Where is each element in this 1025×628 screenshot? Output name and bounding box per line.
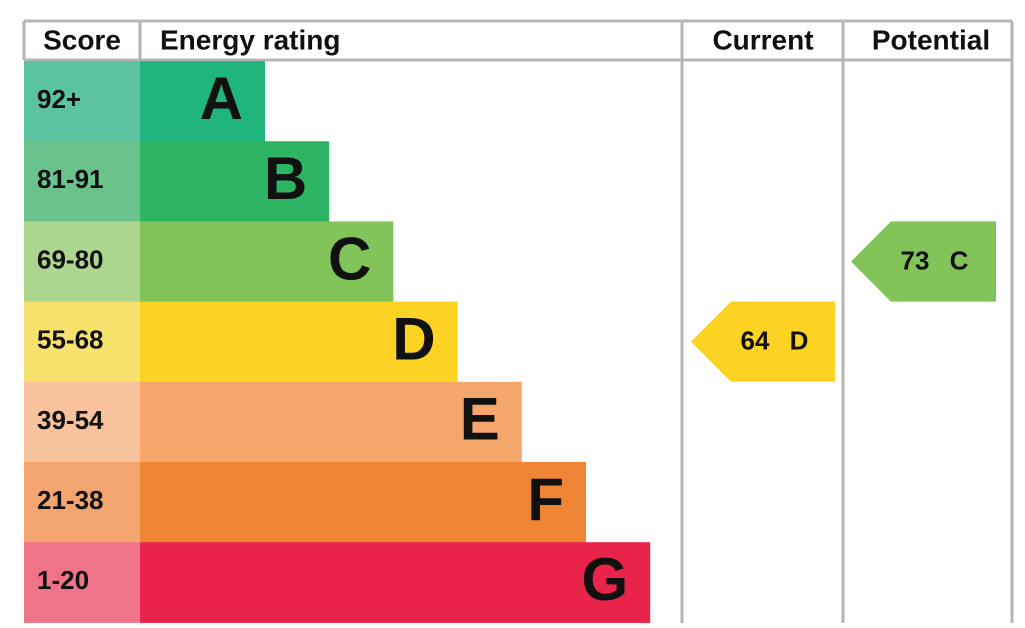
score-label: 39-54 [37, 405, 104, 435]
rating-bar [140, 301, 458, 383]
current-arrow [691, 301, 835, 382]
potential-letter: C [950, 245, 969, 275]
rating-letter: D [392, 306, 435, 373]
bands: 92+ A 81-91 B 69-80 C 55-68 D 39-54 E 21-38 F 1-20 G 6… [24, 61, 996, 623]
score-cell [24, 61, 140, 142]
score-label: 69-80 [37, 244, 104, 274]
score-cell [24, 141, 140, 222]
header-rating: Energy rating [160, 24, 340, 55]
rating-bar [140, 221, 394, 303]
rating-letter: G [582, 546, 629, 613]
score-label: 81-91 [37, 164, 104, 194]
score-cell [24, 542, 140, 623]
rating-bar [140, 141, 330, 222]
potential-score: 73 [901, 245, 930, 275]
current-letter: D [790, 326, 809, 356]
rating-letter: B [264, 145, 307, 212]
header-potential: Potential [872, 24, 990, 55]
rating-bar [140, 381, 522, 463]
rating-bar [140, 61, 265, 142]
current-score: 64 [741, 326, 770, 356]
rating-letter: A [200, 65, 243, 132]
header-score: Score [43, 24, 121, 55]
rating-letter: C [328, 225, 371, 292]
score-label: 1-20 [37, 565, 89, 595]
score-cell [24, 221, 140, 303]
rating-bar [140, 542, 651, 623]
score-label: 21-38 [37, 485, 104, 515]
rating-letter: F [527, 466, 564, 533]
table-frame [22, 19, 1014, 623]
header-current: Current [712, 24, 813, 55]
score-cell [24, 301, 140, 383]
score-cell [24, 381, 140, 463]
score-label: 92+ [37, 84, 81, 114]
rating-letter: E [460, 386, 500, 453]
score-label: 55-68 [37, 325, 104, 355]
score-cell [24, 462, 140, 543]
rating-bar [140, 462, 586, 543]
potential-arrow [851, 221, 996, 302]
